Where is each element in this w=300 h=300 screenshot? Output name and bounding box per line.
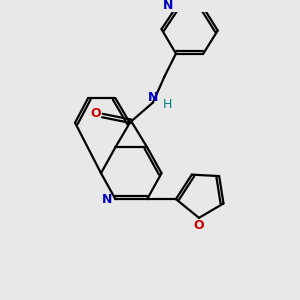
Text: N: N xyxy=(148,91,158,104)
Text: H: H xyxy=(163,98,172,110)
Text: N: N xyxy=(102,193,112,206)
Text: O: O xyxy=(90,107,101,120)
Text: N: N xyxy=(163,0,173,12)
Text: O: O xyxy=(194,219,204,232)
